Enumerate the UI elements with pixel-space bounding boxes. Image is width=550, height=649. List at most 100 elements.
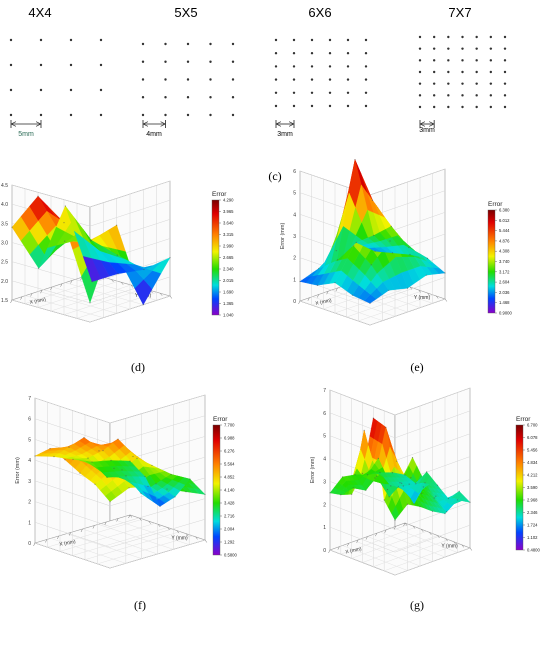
data-point — [341, 476, 344, 478]
z-axis-label: Error (mm) — [310, 457, 316, 484]
dot-grid-7x7 — [418, 35, 507, 128]
x-axis-label: X (mm) — [29, 297, 47, 306]
data-point — [394, 519, 396, 521]
grid-dot — [461, 94, 464, 97]
grid-dot — [209, 96, 212, 99]
colorbar-tick-label: 6.700 — [527, 423, 538, 428]
surface-mesh — [329, 417, 471, 521]
grid-dot — [328, 38, 332, 42]
colorbar-tick-label: 0.9000 — [499, 311, 512, 316]
surface-chart-f: 0 1 2 3 4 5 6 7 Error (mm) X (mm) Y (mm) Error7.700… — [15, 394, 237, 569]
x-tick-mark — [92, 525, 95, 529]
z-tick-label: 3 — [293, 234, 296, 240]
caption-f: (f) — [134, 598, 146, 612]
caption-d: (d) — [131, 360, 145, 374]
grid-dot — [418, 82, 422, 85]
data-point — [369, 302, 371, 304]
grid-dot — [364, 104, 368, 108]
grid-dot — [503, 70, 507, 74]
grid-dot — [328, 65, 332, 68]
x-tick-mark — [393, 526, 396, 530]
grid-dot — [418, 105, 422, 109]
grid-dot — [447, 105, 450, 109]
grid-dot — [328, 52, 332, 55]
x-tick-mark — [20, 296, 23, 300]
z-tick-label: 2 — [293, 256, 296, 262]
grid-dot — [418, 35, 422, 39]
data-point — [377, 457, 379, 459]
colorbar-tick-label: 0.5800 — [224, 553, 237, 558]
caption-g: (g) — [410, 598, 424, 612]
data-point — [352, 487, 354, 489]
data-point — [11, 226, 13, 228]
data-point — [316, 284, 319, 286]
data-point — [370, 264, 372, 266]
data-point — [444, 512, 446, 515]
data-point — [109, 501, 111, 503]
colorbar-tick-label: 6.276 — [224, 449, 235, 454]
x-tick-mark — [80, 528, 83, 533]
x-tick-mark — [356, 539, 359, 543]
data-point — [361, 472, 364, 474]
y-tick-mark — [157, 524, 161, 528]
colorbar-tick-label: 5.564 — [224, 462, 235, 467]
colorbar-tick-label: 4.308 — [499, 249, 510, 254]
grid-dot — [447, 59, 450, 62]
surface-mesh — [299, 159, 446, 304]
data-point — [431, 510, 434, 512]
data-point — [116, 254, 118, 256]
grid-dot — [69, 63, 73, 67]
colorbar-tick-label: 2.665 — [223, 255, 234, 260]
grid-dot — [209, 42, 212, 46]
colorbar-tick-label: 5.456 — [527, 448, 538, 453]
grid-dot — [292, 104, 296, 108]
grid-dot — [503, 94, 507, 97]
grid-dot — [292, 52, 296, 55]
grid-dot — [164, 96, 167, 99]
colorbar-tick-label: 1.040 — [223, 313, 234, 318]
grid-dot — [310, 52, 314, 55]
data-point — [64, 205, 66, 207]
data-point — [402, 485, 404, 487]
grid-dot — [141, 113, 145, 117]
grid-dot — [489, 59, 493, 62]
colorbar-tick-label: 2.968 — [527, 498, 538, 503]
data-point — [413, 503, 415, 505]
colorbar-tick-label: 4.290 — [223, 198, 234, 203]
z-tick-label: 3 — [28, 479, 31, 485]
data-point — [408, 246, 410, 249]
grid-dot — [164, 60, 167, 63]
y-tick-mark — [160, 293, 163, 296]
z-tick-label: 6 — [323, 411, 326, 417]
data-point — [397, 486, 399, 488]
grid-dot — [231, 42, 235, 46]
colorbar-tick-label: 0.4800 — [527, 548, 540, 553]
grid-dot — [328, 104, 332, 108]
data-point — [391, 252, 394, 254]
z-tick-label: 1 — [28, 520, 31, 526]
data-point — [125, 475, 127, 477]
grid-dot — [141, 60, 145, 63]
grid-dot — [447, 35, 450, 39]
grid-dot — [9, 88, 13, 92]
grid-dot — [186, 42, 190, 46]
grid-dot — [274, 78, 278, 81]
data-point — [433, 497, 435, 499]
colorbar — [487, 209, 496, 314]
data-point — [63, 222, 65, 224]
spacing-label-4x4: 5mm — [18, 131, 34, 138]
data-point — [169, 257, 171, 259]
grid-dot — [164, 78, 167, 81]
colorbar-tick-label: 1.102 — [527, 535, 538, 540]
grid-dot — [489, 70, 493, 74]
data-point — [110, 459, 112, 462]
data-point — [399, 482, 401, 484]
data-point — [426, 471, 428, 473]
grid-dot — [164, 113, 167, 117]
data-point — [456, 499, 459, 501]
x-tick-mark — [384, 529, 387, 533]
data-point — [335, 250, 337, 252]
y-tick-mark — [129, 514, 133, 518]
grid-dot — [186, 96, 190, 99]
data-point — [132, 455, 134, 458]
